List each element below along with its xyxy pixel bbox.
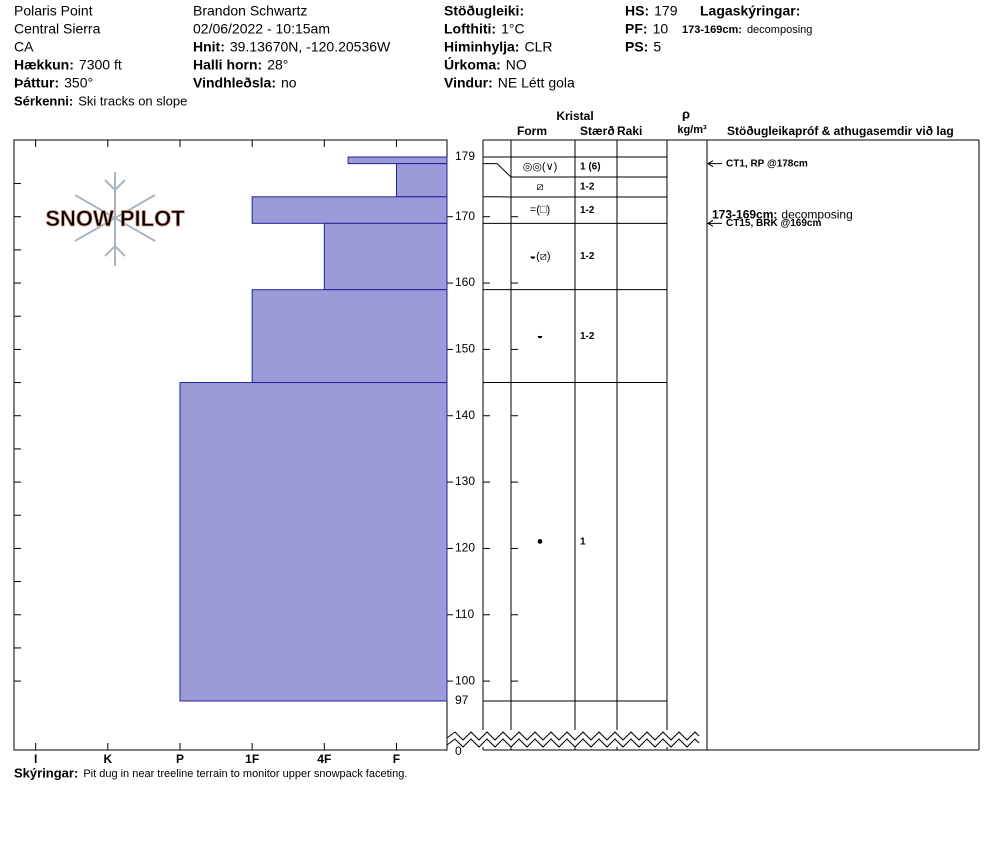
x-tick-label: P bbox=[176, 752, 184, 766]
header-field-value: 5 bbox=[653, 39, 661, 55]
x-tick-label: 4F bbox=[317, 752, 331, 766]
header-field-label: Vindur: bbox=[444, 75, 493, 91]
y-tick-label: 100 bbox=[455, 673, 475, 687]
y-tick-label: 140 bbox=[455, 408, 475, 422]
header-field-label: Þáttur: bbox=[14, 75, 59, 91]
crystal-form: ◒(⧄) bbox=[530, 250, 551, 262]
header-field-value: 28° bbox=[267, 57, 288, 73]
hardness-bar bbox=[252, 290, 447, 383]
col-tests: Stöðugleikapróf & athugasemdir við lag bbox=[727, 124, 954, 138]
header-field-label: PS: bbox=[625, 39, 648, 55]
crystal-size: 1-2 bbox=[580, 251, 595, 262]
hardness-bar bbox=[324, 223, 447, 289]
hardness-bar bbox=[396, 164, 447, 197]
header-field-value: 10 bbox=[653, 21, 669, 37]
y-tick-label: 120 bbox=[455, 541, 475, 555]
comment-label: 173-169cm: bbox=[712, 208, 777, 222]
remarks-label: Sérkenni: bbox=[14, 93, 73, 108]
header-field-value: 1°C bbox=[501, 21, 525, 37]
header-field-label: Úrkoma: bbox=[444, 56, 501, 73]
x-tick-label: I bbox=[34, 752, 37, 766]
col-density-unit: kg/m³ bbox=[677, 124, 707, 136]
header-field-label: Hnit: bbox=[193, 39, 225, 55]
header-field-label: PF: bbox=[625, 21, 648, 37]
layer-note-label: 173-169cm: bbox=[682, 24, 742, 36]
logo-text: SNOW PILOT bbox=[45, 206, 185, 231]
crystal-size: 1-2 bbox=[580, 182, 595, 193]
y-tick-label: 160 bbox=[455, 275, 475, 289]
test-label: CT1, RP @178cm bbox=[726, 158, 808, 169]
header-field-value: Polaris Point bbox=[14, 3, 93, 19]
col-form: Form bbox=[517, 124, 547, 138]
header-field-value: 179 bbox=[654, 3, 678, 19]
header-field-value: NE Létt gola bbox=[498, 75, 575, 91]
crystal-size: 1 bbox=[580, 536, 586, 547]
remarks-value: Ski tracks on slope bbox=[78, 93, 187, 108]
col-moisture: Raki bbox=[617, 124, 642, 138]
x-tick-label: K bbox=[103, 752, 112, 766]
crystal-form: ◒ bbox=[537, 330, 544, 342]
header-field-value: NO bbox=[506, 57, 527, 73]
footer-value: Pit dug in near treeline terrain to moni… bbox=[83, 768, 407, 780]
top-label: 179 bbox=[455, 149, 475, 163]
crystal-size: 1 (6) bbox=[580, 162, 601, 173]
col-density-symbol: ρ bbox=[682, 106, 690, 121]
crystal-size: 1-2 bbox=[580, 205, 595, 216]
col-crystal: Kristal bbox=[556, 109, 593, 123]
header-field-value: 02/06/2022 - 10:15am bbox=[193, 21, 330, 37]
col-size: Stærð bbox=[580, 124, 615, 138]
header-field-label: Halli horn: bbox=[193, 57, 262, 73]
layer-note-value: decomposing bbox=[747, 24, 812, 36]
crystal-form: ⧄ bbox=[537, 181, 544, 193]
header-field-value: Brandon Schwartz bbox=[193, 3, 307, 19]
x-tick-label: F bbox=[393, 752, 400, 766]
header-field-value: 350° bbox=[64, 75, 93, 91]
header-field-value: CA bbox=[14, 39, 34, 55]
header-field-label: Hækkun: bbox=[14, 57, 74, 73]
header-field-value: 39.13670N, -120.20536W bbox=[230, 39, 391, 55]
x-tick-label: 1F bbox=[245, 752, 259, 766]
crystal-size: 1-2 bbox=[580, 331, 595, 342]
crystal-form: ● bbox=[537, 536, 544, 548]
header-field-value: Central Sierra bbox=[14, 21, 101, 37]
y-tick-label: 130 bbox=[455, 474, 475, 488]
header-field-label: Himinhylja: bbox=[444, 39, 519, 55]
header-field-label: Vindhleðsla: bbox=[193, 75, 276, 91]
hardness-bar bbox=[348, 157, 447, 164]
y-tick-label: 110 bbox=[455, 607, 474, 621]
header-field-value: CLR bbox=[524, 39, 552, 55]
y-tick-label: 150 bbox=[455, 342, 475, 356]
header-field-label: HS: bbox=[625, 3, 649, 19]
ground-label: 0 bbox=[455, 744, 462, 758]
bottom-label: 97 bbox=[455, 693, 469, 707]
header-field-value: 7300 ft bbox=[79, 57, 122, 73]
comment-text: decomposing bbox=[781, 208, 852, 222]
header-field-label: Lofthiti: bbox=[444, 21, 496, 37]
crystal-form: ◎◎(∨) bbox=[523, 161, 558, 173]
footer-label: Skýringar: bbox=[14, 765, 78, 780]
hardness-bar bbox=[252, 197, 447, 224]
header-field-value: no bbox=[281, 75, 297, 91]
hardness-bar bbox=[180, 383, 447, 701]
y-tick-label: 170 bbox=[455, 209, 475, 223]
crystal-form: =(□) bbox=[530, 204, 550, 216]
header-field-label: Stöðugleiki: bbox=[444, 3, 524, 19]
layer-notes-title: Lagaskýringar: bbox=[700, 3, 800, 19]
